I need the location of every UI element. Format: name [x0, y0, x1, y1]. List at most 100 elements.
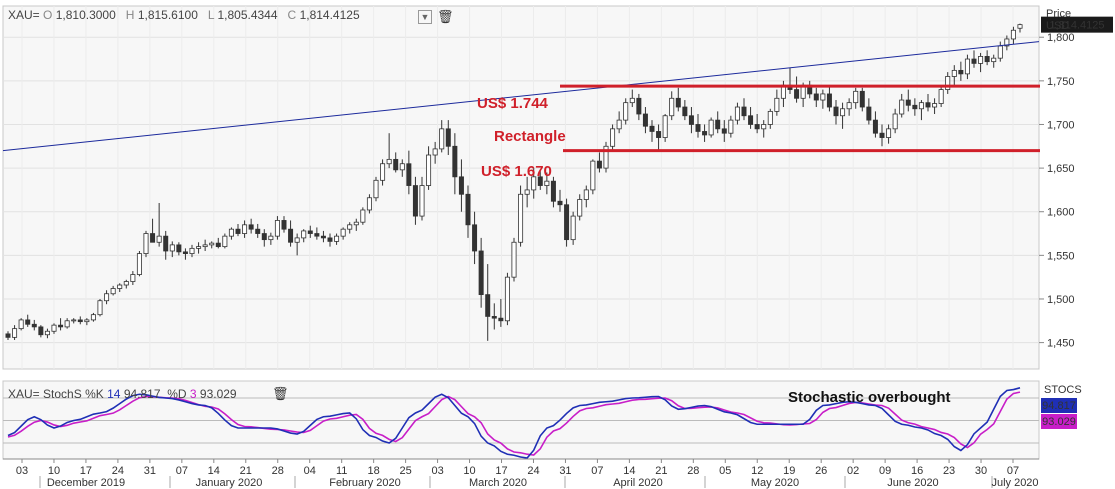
candle [5, 331, 11, 340]
candle-body [905, 99, 911, 106]
candle [334, 233, 340, 245]
candle [682, 100, 688, 121]
candle-body [465, 193, 471, 226]
candle [991, 54, 997, 68]
candle [58, 318, 64, 331]
candle [938, 85, 944, 108]
candle-body [136, 253, 142, 275]
candle-body [281, 220, 287, 230]
candle [695, 114, 701, 138]
candle [31, 319, 37, 331]
candle-body [991, 57, 997, 63]
x-day-label: 31 [144, 465, 156, 477]
candle [189, 244, 195, 258]
candle-body [215, 242, 221, 248]
candle-body [583, 189, 589, 200]
x-day-label: 28 [687, 465, 699, 477]
price-tick-label: 1,550 [1047, 250, 1075, 262]
candle [51, 323, 57, 334]
candle-body [399, 163, 405, 171]
candle-body [675, 97, 681, 108]
candle [728, 115, 734, 138]
candle [25, 314, 31, 327]
candle [465, 185, 471, 238]
candle [90, 312, 96, 322]
candle [169, 241, 175, 258]
stoch-k-tag [1041, 398, 1077, 413]
candle [261, 229, 267, 247]
candle-body [734, 106, 740, 121]
candle [281, 216, 287, 233]
candle [294, 233, 300, 256]
candle-body [984, 56, 990, 63]
candle [715, 111, 721, 134]
candle-body [439, 128, 445, 150]
candle-body [912, 104, 918, 110]
candle-body [202, 244, 208, 248]
candle [596, 152, 602, 173]
candle-body [610, 128, 616, 147]
candle [702, 124, 708, 142]
candle [84, 318, 90, 326]
candle-body [656, 131, 662, 138]
candle [1004, 35, 1010, 51]
candle [537, 169, 543, 190]
open-label: O [43, 8, 53, 22]
candle [951, 65, 957, 86]
candle-body [150, 233, 156, 243]
candle [360, 207, 366, 225]
candle-body [616, 119, 622, 130]
candle [918, 100, 924, 121]
candle [222, 233, 228, 249]
x-day-label: 24 [112, 465, 124, 477]
candle [380, 159, 386, 186]
candle [288, 220, 294, 247]
candle [18, 318, 24, 331]
candle-body [997, 45, 1003, 59]
candle [636, 93, 642, 121]
stoch-trash-icon[interactable]: 🗑 [272, 386, 289, 401]
candle-body [143, 233, 149, 255]
candle-body [130, 274, 136, 282]
candle [570, 211, 576, 245]
x-month-label: May 2020 [751, 477, 799, 489]
price-tick-label: 1,450 [1047, 338, 1075, 350]
candle [143, 230, 149, 258]
candle-body [110, 288, 116, 295]
stoch-k-tag-label: 94.817 [1042, 400, 1076, 412]
low-label: L [207, 8, 215, 22]
candle [886, 124, 892, 144]
candle [478, 237, 484, 308]
candle-body [1004, 38, 1010, 47]
chevron-down-icon[interactable]: ▼ [418, 10, 432, 24]
x-day-label: 30 [975, 465, 987, 477]
candle-body [833, 106, 839, 117]
candle-body [511, 241, 517, 278]
candle [485, 264, 491, 341]
candle [511, 237, 517, 282]
candle [925, 93, 931, 112]
candle-body [5, 333, 11, 338]
candle [242, 220, 248, 238]
candle-body [550, 180, 556, 202]
candle [629, 89, 635, 108]
candle [833, 100, 839, 125]
candle-body [360, 209, 366, 223]
x-day-label: 02 [847, 465, 859, 477]
candle-body [623, 102, 629, 121]
trash-icon[interactable]: 🗑 [437, 9, 454, 24]
candle-body [1017, 24, 1023, 29]
candle [675, 87, 681, 112]
stoch-d-tag-label: 93.029 [1042, 416, 1076, 428]
candle [945, 72, 951, 94]
candle-body [564, 204, 570, 241]
candle [577, 194, 583, 221]
candle [524, 176, 530, 208]
candle [708, 117, 714, 138]
candle [117, 283, 123, 292]
candle [71, 318, 77, 324]
candle [544, 172, 550, 195]
x-day-label: 07 [591, 465, 603, 477]
candle-body [629, 97, 635, 104]
candle-body [669, 97, 675, 117]
